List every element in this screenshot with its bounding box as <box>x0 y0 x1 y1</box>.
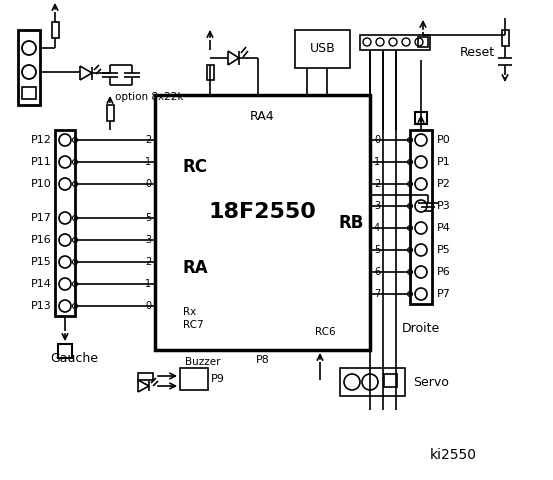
Bar <box>410 130 432 304</box>
Text: RB: RB <box>338 214 363 231</box>
Text: 7: 7 <box>374 289 380 299</box>
Text: 3: 3 <box>374 201 380 211</box>
Text: option 8x22k: option 8x22k <box>115 92 184 102</box>
Bar <box>415 112 427 124</box>
Text: 18F2550: 18F2550 <box>208 203 316 223</box>
Bar <box>502 30 509 46</box>
Bar <box>295 30 350 68</box>
Bar <box>22 87 36 99</box>
Bar <box>58 344 72 358</box>
Bar <box>360 35 430 50</box>
Text: 1: 1 <box>374 157 380 167</box>
Text: 0: 0 <box>145 301 151 311</box>
Text: P1: P1 <box>437 157 451 167</box>
Bar <box>18 30 40 105</box>
Text: 2: 2 <box>145 257 151 267</box>
Text: RA4: RA4 <box>250 110 275 123</box>
Text: P10: P10 <box>32 179 52 189</box>
Text: Gauche: Gauche <box>50 351 98 364</box>
Text: 5: 5 <box>374 245 380 255</box>
Text: P8: P8 <box>256 355 270 365</box>
Text: Servo: Servo <box>413 375 449 388</box>
Text: 4: 4 <box>374 223 380 233</box>
Text: 0: 0 <box>145 179 151 189</box>
Text: 2: 2 <box>145 135 151 145</box>
Text: P15: P15 <box>32 257 52 267</box>
Text: P12: P12 <box>31 135 52 145</box>
Text: Reset: Reset <box>460 46 495 59</box>
Bar <box>418 37 428 47</box>
Text: Buzzer: Buzzer <box>185 357 221 367</box>
Text: P4: P4 <box>437 223 451 233</box>
Text: RA: RA <box>183 259 208 277</box>
Text: RC6: RC6 <box>315 327 336 337</box>
Text: P11: P11 <box>32 157 52 167</box>
Text: P6: P6 <box>437 267 451 277</box>
Text: 3: 3 <box>145 235 151 245</box>
Bar <box>155 95 370 350</box>
Text: P2: P2 <box>437 179 451 189</box>
Text: RC: RC <box>183 158 208 176</box>
Text: 1: 1 <box>145 157 151 167</box>
Text: P0: P0 <box>437 135 451 145</box>
Text: 2: 2 <box>374 179 380 189</box>
Bar <box>206 65 213 80</box>
Bar <box>51 22 59 38</box>
Text: P17: P17 <box>31 213 52 223</box>
Bar <box>180 368 208 390</box>
Text: Rx: Rx <box>183 307 196 317</box>
Bar <box>384 374 397 387</box>
Text: P9: P9 <box>211 374 225 384</box>
Bar <box>138 372 153 380</box>
Text: 1: 1 <box>145 279 151 289</box>
Text: ki2550: ki2550 <box>430 448 477 462</box>
Text: Droite: Droite <box>402 323 440 336</box>
Text: P13: P13 <box>32 301 52 311</box>
Text: 6: 6 <box>374 267 380 277</box>
Text: 5: 5 <box>145 213 151 223</box>
Text: RC7: RC7 <box>183 320 204 330</box>
Text: 0: 0 <box>374 135 380 145</box>
Bar <box>107 105 113 121</box>
Bar <box>340 368 405 396</box>
Text: P14: P14 <box>31 279 52 289</box>
Text: P16: P16 <box>32 235 52 245</box>
Text: P7: P7 <box>437 289 451 299</box>
Text: P3: P3 <box>437 201 451 211</box>
Text: P5: P5 <box>437 245 451 255</box>
Text: USB: USB <box>310 43 335 56</box>
Bar <box>55 130 75 316</box>
